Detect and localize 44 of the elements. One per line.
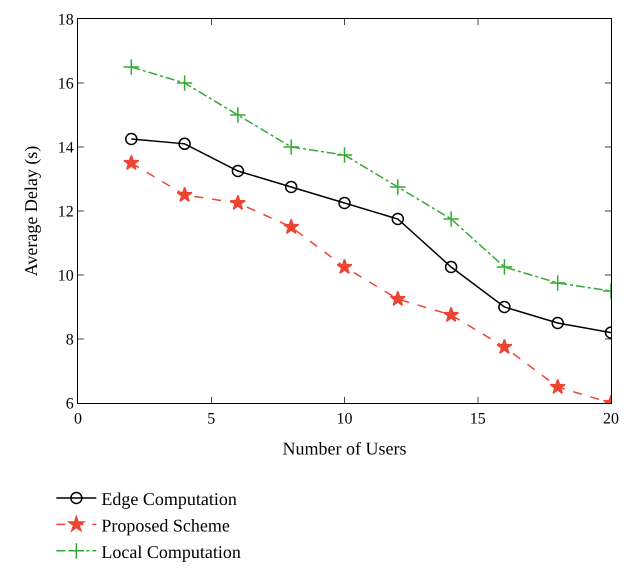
point bbox=[230, 194, 246, 210]
point bbox=[549, 274, 566, 292]
point bbox=[338, 196, 351, 210]
point bbox=[444, 260, 458, 274]
point bbox=[282, 138, 300, 156]
y-tick-label: 12 bbox=[58, 204, 74, 221]
point bbox=[178, 138, 191, 150]
point bbox=[551, 316, 564, 330]
y-tick-label: 8 bbox=[66, 332, 74, 349]
point bbox=[232, 164, 244, 178]
point bbox=[443, 306, 460, 322]
point bbox=[284, 180, 298, 194]
x-tick-label: 10 bbox=[336, 410, 352, 428]
point bbox=[125, 132, 138, 146]
point bbox=[176, 74, 194, 92]
x-tick-label: 0 bbox=[74, 410, 82, 428]
point bbox=[229, 106, 246, 124]
point bbox=[389, 178, 406, 196]
point bbox=[283, 218, 300, 234]
point bbox=[442, 210, 460, 228]
x-tick-label: 15 bbox=[470, 410, 486, 428]
point bbox=[122, 58, 140, 76]
point bbox=[496, 258, 513, 276]
y-tick-label: 6 bbox=[66, 396, 74, 413]
legend-label: Edge Computation bbox=[101, 489, 237, 510]
point bbox=[336, 258, 353, 274]
x-axis-title: Number of Users bbox=[282, 438, 406, 458]
legend-label: Proposed Scheme bbox=[101, 515, 230, 536]
point bbox=[498, 300, 511, 314]
y-tick-label: 14 bbox=[58, 140, 74, 157]
x-tick-label: 20 bbox=[603, 410, 619, 428]
point bbox=[336, 146, 353, 164]
point bbox=[123, 154, 140, 170]
x-tick-label: 5 bbox=[207, 410, 216, 428]
point bbox=[390, 290, 406, 306]
y-axis-title: Average Delay (s) bbox=[20, 146, 41, 276]
point bbox=[392, 212, 404, 226]
y-tick-label: 10 bbox=[58, 268, 74, 285]
y-tick-label: 18 bbox=[58, 12, 74, 29]
point bbox=[550, 378, 566, 394]
y-tick-label: 16 bbox=[58, 76, 74, 93]
legend-label: Local Computation bbox=[101, 542, 241, 562]
point bbox=[176, 186, 193, 202]
point bbox=[496, 338, 512, 354]
